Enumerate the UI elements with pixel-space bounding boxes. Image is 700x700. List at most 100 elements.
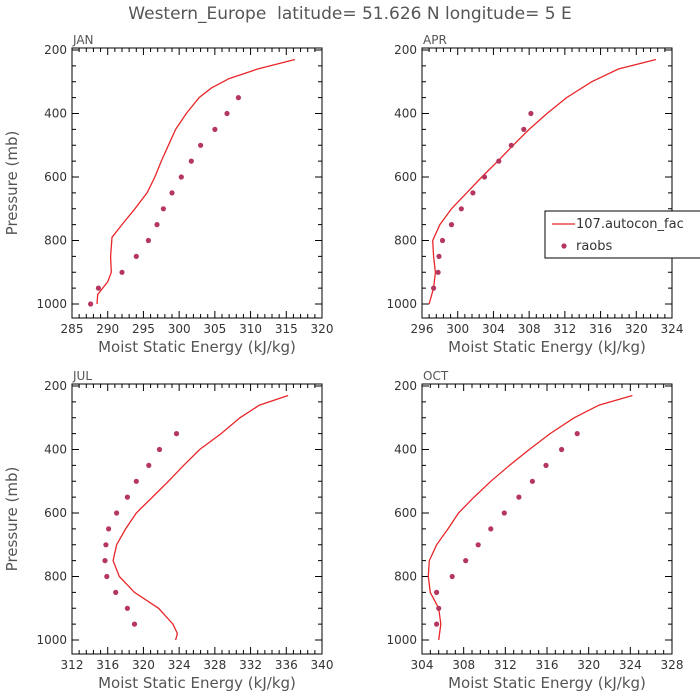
raob-point [198,142,204,148]
x-tick-label: 290 [96,322,119,336]
x-tick-label: 304 [482,322,505,336]
x-tick-label: 316 [96,658,119,672]
x-tick-label: 340 [311,658,334,672]
y-tick-label: 600 [44,506,67,520]
raob-point [156,446,163,453]
raob-point [481,174,488,180]
raob-point [470,190,476,196]
y-axis-title: Pressure (mb) [3,467,21,572]
panels: JAN 285 290 295 300 305 310 315 320 200 400 600 800 1… [3,33,683,692]
raob-point [146,462,152,468]
x-tick-label: 295 [132,322,155,336]
x-tick-label: 310 [239,322,262,336]
raob-point [145,237,151,244]
raob-point [501,510,507,516]
legend-label-raobs: raobs [576,239,613,254]
x-tick-label: 320 [625,322,648,336]
raob-point [173,431,180,437]
x-tick-label: 300 [446,322,469,336]
raob-point [516,494,522,500]
raob-point [508,142,514,148]
x-tick-label: 324 [619,658,642,672]
y-tick-label: 1000 [386,633,417,647]
raob-point [131,621,138,627]
raob-point [559,446,565,453]
x-tick-label: 320 [577,658,600,672]
model-line-apr [428,58,657,305]
y-tick-label: 200 [394,379,417,393]
legend-point-swatch [561,243,567,249]
raob-point [449,573,455,580]
raob-point [119,269,125,275]
model-line-jul [112,394,289,641]
raob-point [235,95,241,101]
y-tick-label: 600 [394,170,417,184]
raob-point [104,573,110,580]
raob-point [133,253,139,259]
y-tick-label: 1000 [36,633,67,647]
y-tick-label: 800 [394,234,417,248]
raob-point [103,542,109,548]
raob-point [436,253,442,259]
raob-point [178,174,184,180]
panel-label: JUL [72,369,92,383]
x-axis-title: Moist Static Energy (kJ/kg) [98,338,296,356]
legend-label-model: 107.autocon_fac [576,217,684,232]
raob-point [528,110,534,117]
plot-frame [71,383,323,655]
raob-point [154,222,160,228]
raob-point [114,510,120,516]
x-tick-label: 308 [518,322,541,336]
y-tick-label: 800 [44,570,67,584]
raob-point [496,158,502,164]
raob-point [95,285,101,291]
raob-point [435,269,441,275]
raob-point [113,589,119,596]
y-tick-label: 200 [394,43,417,57]
model-line-oct [427,394,633,641]
x-tick-label: 312 [553,322,576,336]
raob-point [574,431,580,437]
raob-point [543,462,549,468]
raob-point [212,126,218,132]
y-tick-label: 1000 [386,297,417,311]
raob-point [458,206,464,212]
x-tick-label: 328 [661,658,684,672]
x-tick-label: 312 [61,658,84,672]
x-axis-title: Moist Static Energy (kJ/kg) [448,338,646,356]
raob-point [434,589,440,596]
x-tick-label: 304 [411,658,434,672]
raob-point [224,110,230,117]
x-tick-label: 316 [589,322,612,336]
y-tick-label: 800 [394,570,417,584]
y-tick-label: 600 [44,170,67,184]
plot-frame [421,47,673,319]
y-axis-title: Pressure (mb) [3,131,21,236]
raob-point [436,605,442,611]
plot-frame [71,47,323,319]
panel-label: JAN [72,33,94,47]
raob-point [448,222,455,228]
x-tick-label: 300 [168,322,191,336]
panel-jul: JUL 312 316 320 324 328 332 336 340 200 400 600 800 1… [3,369,333,692]
x-tick-label: 324 [168,658,191,672]
raob-point [88,301,94,307]
y-tick-label: 600 [394,506,417,520]
x-tick-label: 328 [203,658,226,672]
raob-point [431,285,437,291]
raob-point [102,558,108,564]
raob-point [521,126,527,132]
raob-point [529,478,536,484]
x-tick-label: 315 [275,322,298,336]
x-tick-label: 285 [61,322,84,336]
raob-point [463,558,469,564]
raob-point [434,621,440,627]
x-axis-title: Moist Static Energy (kJ/kg) [98,674,296,692]
y-tick-label: 400 [394,443,417,457]
raob-point [439,237,446,244]
figure-title: Western_Europe latitude= 51.626 N longit… [128,4,571,24]
y-tick-label: 200 [44,379,67,393]
x-tick-label: 296 [411,322,434,336]
panel-label: APR [423,33,447,47]
